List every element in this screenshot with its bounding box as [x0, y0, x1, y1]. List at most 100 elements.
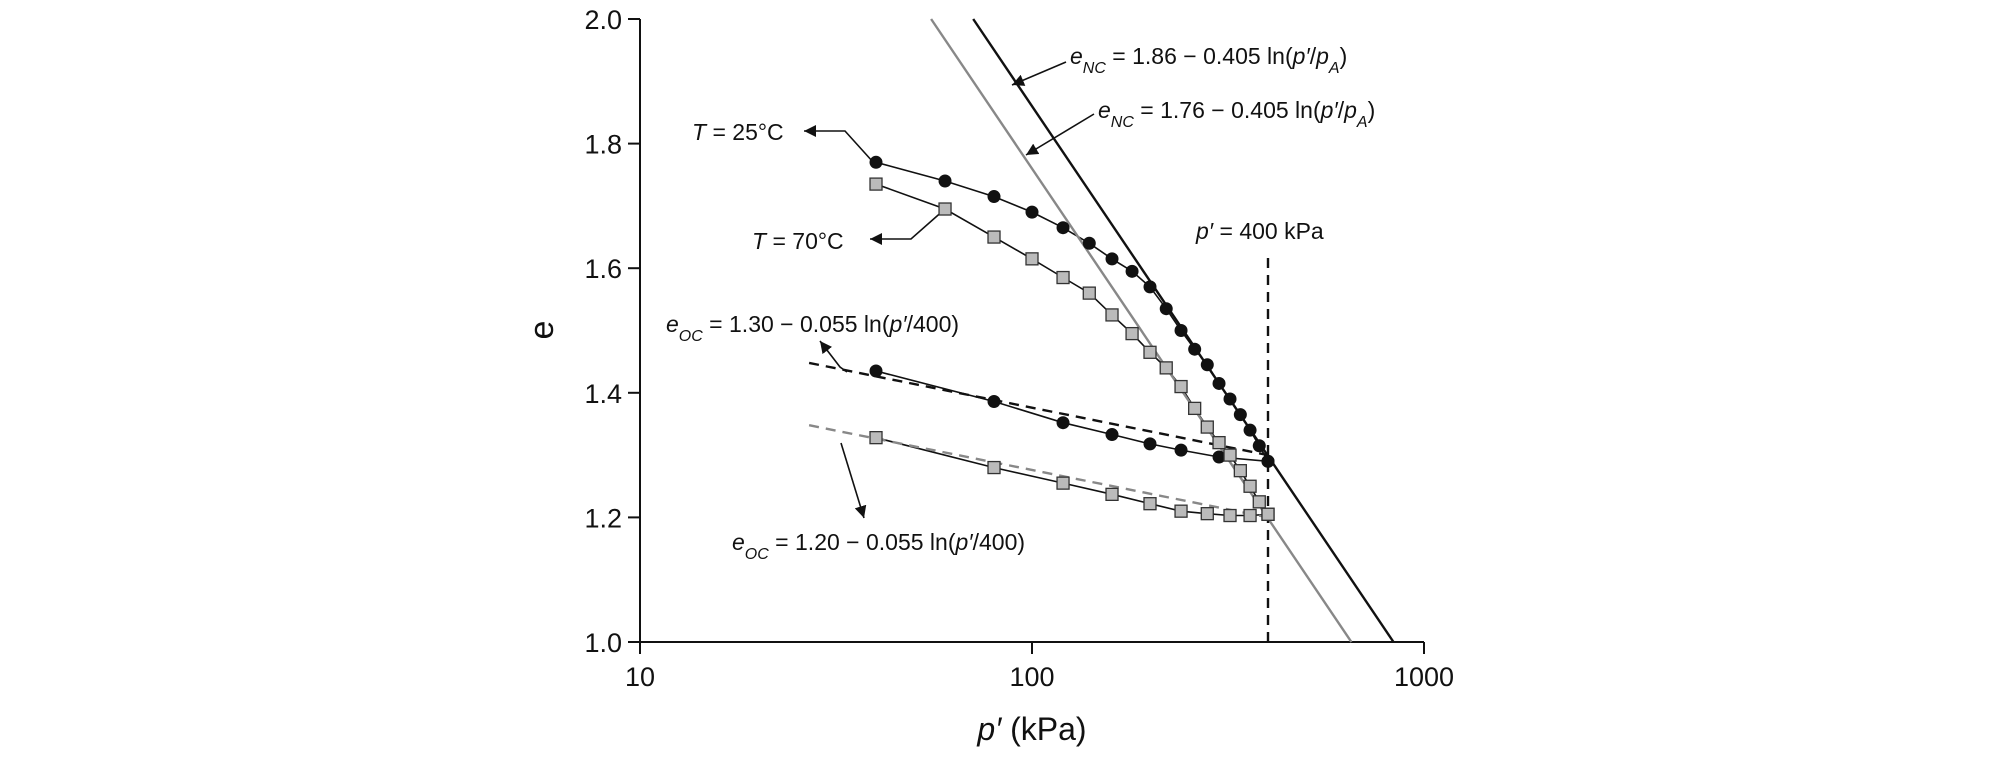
point [1223, 392, 1237, 406]
point [1243, 479, 1257, 493]
y-tick-label: 1.8 [584, 130, 622, 160]
point [1212, 376, 1226, 390]
point [987, 230, 1001, 244]
arrow [1025, 113, 1095, 156]
annotation: eOC = 1.30 − 0.055 ln(p′/400) [666, 311, 959, 345]
point [1056, 270, 1070, 285]
x-axis-label: p′ (kPa) [976, 711, 1086, 747]
arrow [804, 125, 874, 163]
point [1252, 439, 1266, 453]
text-part: = 1.20 − 0.055 ln( [769, 529, 956, 555]
text-part: OC [745, 546, 769, 563]
point [1105, 308, 1119, 322]
point [1174, 504, 1188, 518]
arrow [1011, 61, 1067, 86]
point [1174, 379, 1188, 394]
y-tick-label: 1.4 [584, 379, 622, 409]
point [1223, 508, 1237, 523]
point [1125, 326, 1139, 341]
y-tick-label: 2.0 [584, 5, 622, 35]
point [1243, 508, 1257, 523]
text-part: e [666, 311, 679, 337]
series-line [875, 436, 1269, 517]
y-tick-label: 1.0 [584, 628, 622, 658]
point [1125, 264, 1139, 278]
point [1159, 302, 1173, 316]
point [1105, 252, 1119, 266]
point [1223, 448, 1237, 462]
text-part: NC [1111, 114, 1135, 131]
x-tick-label: 1000 [1394, 662, 1454, 692]
point [1212, 450, 1226, 464]
arrow [840, 442, 867, 519]
text-part: NC [1083, 60, 1107, 77]
text-part: / [1310, 43, 1317, 69]
point [1056, 416, 1070, 430]
text-part: p′ [1292, 43, 1311, 69]
text-part: ) [1368, 97, 1376, 123]
point [1200, 420, 1214, 434]
text-part: = 1.30 − 0.055 ln( [703, 311, 890, 337]
text-part: = 400 kPa [1213, 218, 1324, 244]
y-axis-label: e [523, 321, 561, 340]
point [1143, 497, 1157, 511]
point [869, 155, 883, 169]
text-part: = 1.76 − 0.405 ln( [1134, 97, 1321, 123]
text-part: p [1343, 97, 1357, 123]
point [1143, 345, 1157, 359]
text-part: = 1.86 − 0.405 ln( [1106, 43, 1293, 69]
point [1261, 507, 1275, 521]
annotation: eOC = 1.20 − 0.055 ln(p′/400) [732, 529, 1025, 563]
x-tick-label: 100 [1009, 662, 1054, 692]
text-part: A [1328, 60, 1340, 77]
text-part: /400) [973, 529, 1025, 555]
series-layer [808, 18, 1395, 643]
text-part: /400) [907, 311, 959, 337]
y-tick-label: 1.6 [584, 254, 622, 284]
point [1025, 205, 1039, 219]
x-tick-label: 10 [625, 662, 655, 692]
text-part: e [1070, 43, 1083, 69]
point [1143, 437, 1157, 451]
point [1188, 401, 1202, 416]
point [1188, 342, 1202, 356]
text-part: p′ [955, 529, 974, 555]
arrows [804, 61, 1095, 519]
point [1105, 487, 1119, 501]
text-part: ) [1340, 43, 1348, 69]
point [869, 431, 883, 445]
point [1025, 252, 1039, 266]
text-part: OC [679, 328, 703, 345]
point [1143, 280, 1157, 294]
annotation: p′ = 400 kPa [1195, 218, 1324, 244]
point [1056, 476, 1070, 490]
point [1200, 507, 1214, 521]
text-part: p′ [976, 711, 1002, 747]
text-part: = 70°C [766, 228, 844, 254]
annotation: eNC = 1.76 − 0.405 ln(p′/pA) [1098, 97, 1375, 131]
text-part: p [1315, 43, 1329, 69]
point [1105, 428, 1119, 442]
y-tick-label: 1.2 [584, 503, 622, 533]
text-part: A [1356, 114, 1368, 131]
point [1200, 358, 1214, 372]
text-part: T [752, 228, 768, 254]
point [1056, 221, 1070, 235]
text-part: (kPa) [1001, 711, 1086, 747]
point [1082, 286, 1096, 300]
point [1233, 408, 1247, 422]
point [1243, 423, 1257, 437]
point [938, 174, 952, 188]
point [1174, 324, 1188, 337]
annotation: eNC = 1.86 − 0.405 ln(p′/pA) [1070, 43, 1347, 77]
point [1212, 435, 1226, 450]
text-part: T [692, 119, 708, 145]
point [987, 190, 1001, 204]
point [1233, 464, 1247, 478]
text-part: e [732, 529, 745, 555]
annotation: T = 25°C [692, 119, 784, 145]
arrow [870, 208, 946, 245]
text-part: p′ [1320, 97, 1339, 123]
